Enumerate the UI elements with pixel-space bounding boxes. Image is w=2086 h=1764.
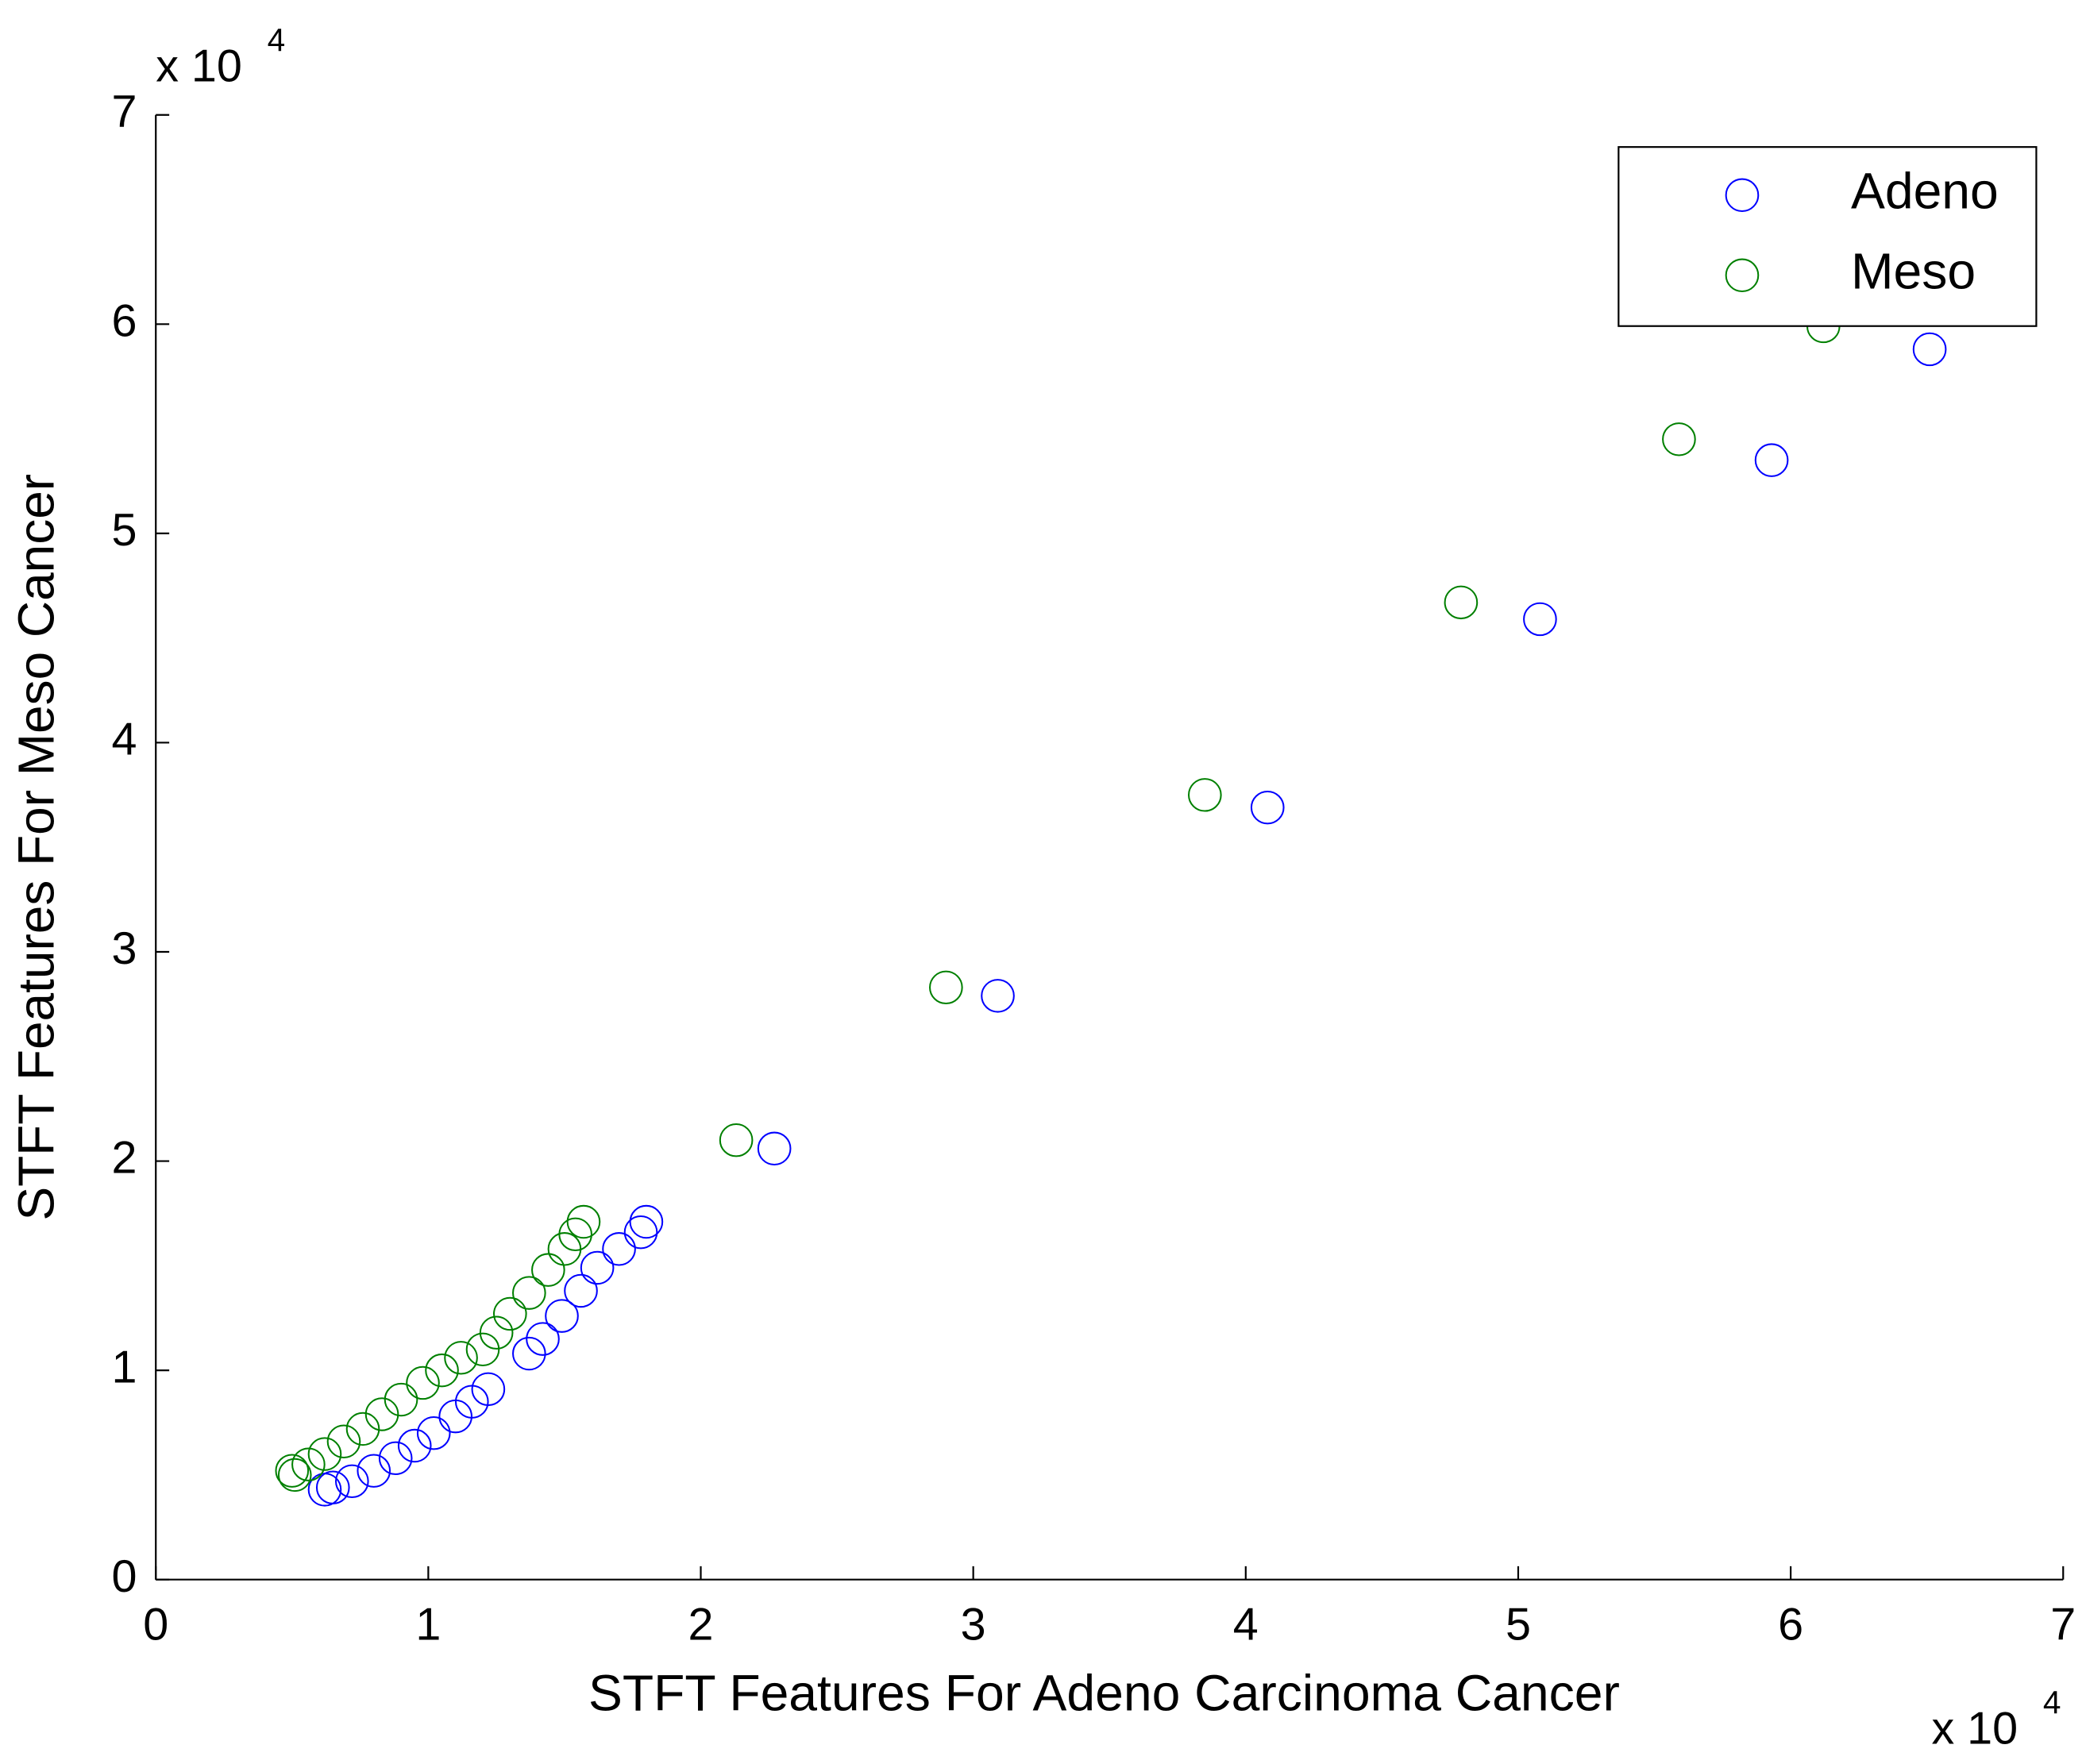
point bbox=[623, 1215, 658, 1250]
point bbox=[547, 1232, 582, 1266]
point bbox=[307, 1473, 342, 1507]
point bbox=[444, 1341, 478, 1375]
x-multiplier: x 10 bbox=[1931, 1704, 2018, 1754]
point bbox=[629, 1204, 664, 1239]
y-tick-label: 0 bbox=[112, 1551, 137, 1602]
legend-box bbox=[1618, 146, 2038, 327]
point bbox=[580, 1250, 615, 1285]
point bbox=[531, 1253, 565, 1287]
point bbox=[357, 1454, 391, 1488]
y-tick-label: 4 bbox=[112, 714, 137, 765]
y-tick-label: 5 bbox=[112, 505, 137, 556]
x-tick-label: 0 bbox=[143, 1600, 168, 1650]
y-tick-label: 2 bbox=[112, 1133, 137, 1184]
point bbox=[512, 1336, 546, 1371]
x-tick-label: 7 bbox=[2050, 1600, 2076, 1650]
point bbox=[277, 1458, 312, 1492]
x-tick-label: 5 bbox=[1506, 1600, 1531, 1650]
point bbox=[1188, 778, 1222, 812]
point bbox=[1250, 790, 1285, 825]
y-axis-label: STFT Features For Meso Cancer bbox=[8, 474, 65, 1221]
point bbox=[981, 979, 1015, 1013]
y-multiplier: x 10 bbox=[156, 41, 242, 92]
point bbox=[1523, 602, 1557, 637]
point bbox=[397, 1428, 432, 1463]
point bbox=[526, 1322, 560, 1356]
x-tick-label: 4 bbox=[1233, 1600, 1259, 1650]
point bbox=[334, 1464, 369, 1499]
legend-marker bbox=[1725, 258, 1760, 292]
point bbox=[719, 1123, 754, 1157]
point bbox=[1444, 585, 1479, 620]
point bbox=[345, 1412, 380, 1446]
point bbox=[479, 1315, 514, 1350]
point bbox=[326, 1424, 361, 1458]
legend-label: Adeno bbox=[1851, 163, 1999, 220]
x-multiplier-exponent: 4 bbox=[2043, 1685, 2061, 1721]
x-tick-label: 3 bbox=[961, 1600, 986, 1650]
legend-label: Meso bbox=[1851, 243, 1976, 300]
point bbox=[291, 1447, 326, 1481]
point bbox=[416, 1415, 451, 1450]
y-tick-label: 6 bbox=[112, 296, 137, 347]
point bbox=[757, 1131, 792, 1165]
point bbox=[438, 1399, 472, 1434]
x-tick-label: 1 bbox=[415, 1600, 441, 1650]
point bbox=[564, 1273, 598, 1308]
point bbox=[545, 1299, 579, 1333]
y-multiplier-exponent: 4 bbox=[268, 22, 286, 59]
point bbox=[384, 1382, 418, 1417]
point bbox=[465, 1332, 500, 1366]
y-tick-label: 7 bbox=[112, 87, 137, 137]
point bbox=[602, 1232, 636, 1266]
x-axis-label: STFT Features For Adeno Carcinoma Cancer bbox=[588, 1665, 1620, 1722]
point bbox=[1912, 332, 1947, 367]
point bbox=[307, 1437, 342, 1471]
x-tick-label: 6 bbox=[1778, 1600, 1803, 1650]
point bbox=[406, 1365, 440, 1400]
point bbox=[425, 1353, 459, 1388]
x-tick-label: 2 bbox=[688, 1600, 714, 1650]
point bbox=[364, 1397, 399, 1431]
point bbox=[929, 970, 963, 1005]
legend-marker bbox=[1725, 178, 1760, 212]
point bbox=[492, 1296, 527, 1331]
y-tick-label: 1 bbox=[112, 1342, 137, 1392]
point bbox=[566, 1204, 601, 1239]
point bbox=[378, 1441, 413, 1476]
point bbox=[1662, 422, 1696, 456]
point bbox=[512, 1276, 546, 1310]
point bbox=[1754, 443, 1789, 477]
y-tick-label: 3 bbox=[112, 923, 137, 974]
point bbox=[275, 1454, 310, 1488]
